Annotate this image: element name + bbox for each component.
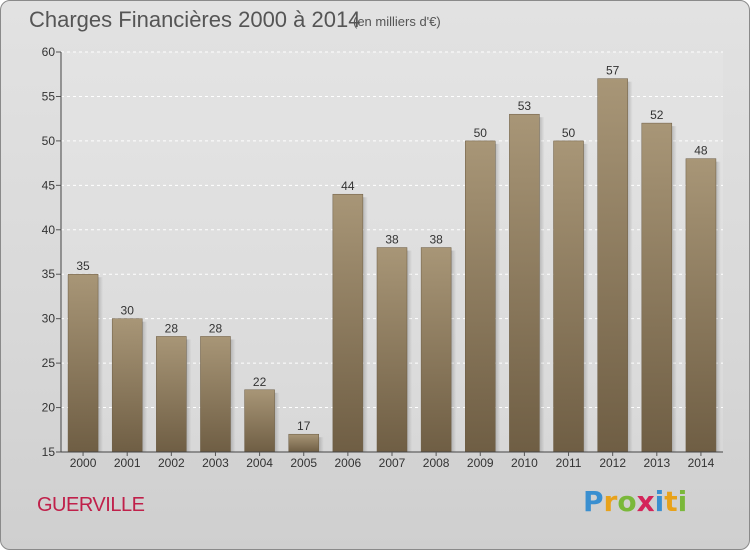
y-tick-label: 30 xyxy=(42,312,56,326)
bar-shadow xyxy=(230,339,236,452)
logo-letter: i xyxy=(677,485,688,518)
bar xyxy=(244,389,275,453)
bar-value-label: 50 xyxy=(474,126,488,140)
bar-shadow xyxy=(98,277,104,452)
bar xyxy=(465,140,496,453)
y-tick-label: 35 xyxy=(42,267,56,281)
bar xyxy=(67,273,99,453)
bar xyxy=(376,247,408,453)
bar-shadow xyxy=(627,81,633,453)
bar-value-label: 50 xyxy=(562,126,576,140)
bar-shadow xyxy=(186,339,192,452)
y-tick-label: 50 xyxy=(42,134,56,148)
bar xyxy=(111,318,143,453)
x-tick-label: 2011 xyxy=(556,456,582,470)
y-tick-label: 60 xyxy=(42,45,56,59)
x-tick-label: 2005 xyxy=(290,456,317,470)
logo-letter: P xyxy=(583,485,604,518)
commune-name: GUERVILLE xyxy=(37,494,145,516)
x-tick-label: 2003 xyxy=(202,456,229,470)
bar-shadow xyxy=(583,143,589,452)
bar-value-label: 57 xyxy=(606,64,620,78)
bar-value-label: 17 xyxy=(297,419,311,433)
x-tick-label: 2012 xyxy=(599,456,626,470)
logo-letter: x xyxy=(636,485,655,518)
bar xyxy=(597,78,628,453)
x-tick-label: 2004 xyxy=(246,456,273,470)
bar-value-label: 44 xyxy=(341,179,355,193)
bar xyxy=(288,433,319,453)
bar-shadow xyxy=(715,161,721,452)
bar xyxy=(509,113,540,453)
bar-value-label: 28 xyxy=(209,321,223,335)
y-tick-label: 45 xyxy=(42,178,56,192)
x-tick-label: 2013 xyxy=(643,456,670,470)
bar-value-label: 35 xyxy=(76,259,90,273)
x-tick-label: 2014 xyxy=(688,456,715,470)
x-tick-label: 2008 xyxy=(423,456,450,470)
bar xyxy=(156,336,187,453)
x-tick-label: 2010 xyxy=(511,456,538,470)
logo-letter: i xyxy=(654,485,665,518)
bar-value-label: 52 xyxy=(650,108,664,122)
bar-shadow xyxy=(318,437,324,452)
bar-value-label: 22 xyxy=(253,375,267,389)
logo-letter: o xyxy=(617,485,637,518)
bar xyxy=(420,247,452,453)
y-tick-label: 40 xyxy=(42,223,56,237)
bar-value-label: 48 xyxy=(694,144,708,158)
bar-shadow xyxy=(274,392,280,452)
bar-shadow xyxy=(539,117,545,452)
bar xyxy=(200,336,231,453)
bar xyxy=(332,193,364,453)
proxiti-logo[interactable]: Proxiti xyxy=(583,485,687,525)
x-tick-label: 2002 xyxy=(158,456,185,470)
bar-value-label: 38 xyxy=(429,233,443,247)
bar-value-label: 53 xyxy=(518,99,532,113)
x-tick-label: 2007 xyxy=(379,456,406,470)
y-tick-label: 55 xyxy=(42,89,56,103)
y-tick-label: 15 xyxy=(42,445,56,459)
bar-shadow xyxy=(451,250,457,452)
bar-shadow xyxy=(142,321,148,452)
bar-shadow xyxy=(671,126,677,452)
chart-title: Charges Financières 2000 à 2014 xyxy=(29,7,361,32)
bar-shadow xyxy=(495,143,501,452)
x-tick-label: 2000 xyxy=(70,456,97,470)
x-tick-label: 2006 xyxy=(335,456,362,470)
chart-unit: (en milliers d'€) xyxy=(353,14,441,29)
bar-shadow xyxy=(407,250,412,452)
bar xyxy=(641,122,673,453)
bar-value-label: 28 xyxy=(165,321,179,335)
bar-value-label: 38 xyxy=(385,233,399,247)
logo-letter: r xyxy=(603,485,618,518)
bar xyxy=(685,158,717,453)
bar-shadow xyxy=(362,197,368,452)
x-tick-label: 2009 xyxy=(467,456,494,470)
x-tick-label: 2001 xyxy=(114,456,141,470)
logo-letter: t xyxy=(664,485,678,518)
y-tick-label: 20 xyxy=(42,401,56,415)
bar xyxy=(553,140,584,453)
y-tick-label: 25 xyxy=(42,356,56,370)
bar-value-label: 30 xyxy=(121,304,135,318)
